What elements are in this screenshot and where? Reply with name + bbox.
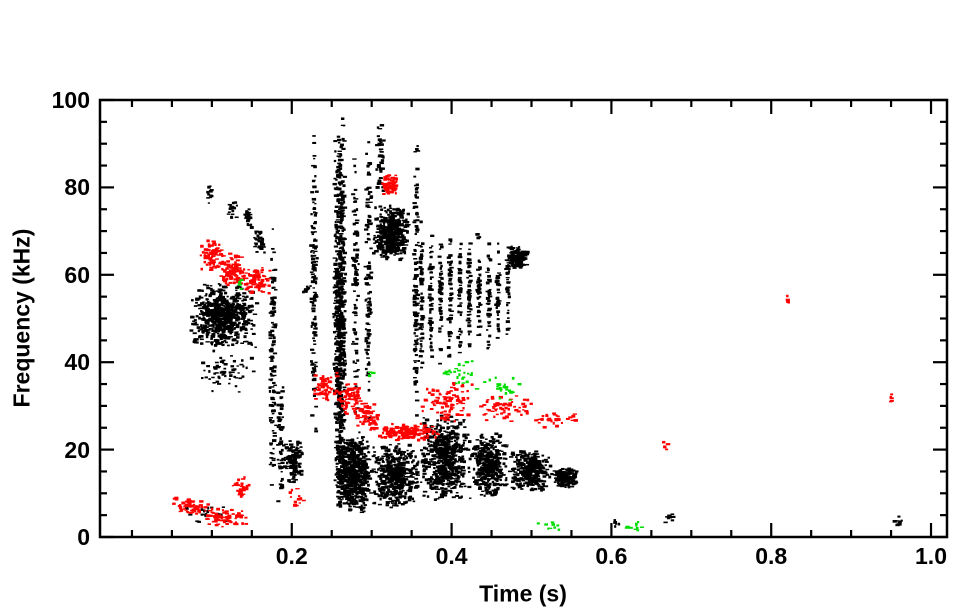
x-tick-label-0.2: 0.2	[275, 543, 308, 569]
x-tick-label-0.4: 0.4	[435, 543, 468, 569]
y-tick-label-40: 40	[64, 349, 90, 376]
x-axis-title: Time (s)	[479, 580, 567, 607]
y-tick-label-100: 100	[51, 87, 90, 113]
y-tick-label-20: 20	[64, 436, 90, 463]
y-axis-title: Frequency (kHz)	[8, 228, 35, 408]
x-tick-label-0.6: 0.6	[595, 543, 628, 569]
x-tick-label-1.0: 1.0	[915, 543, 947, 569]
y-tick-label-80: 80	[64, 174, 90, 201]
y-tick-label-60: 60	[64, 261, 90, 288]
x-tick-label-0.8: 0.8	[755, 543, 788, 569]
y-tick-label-0: 0	[77, 524, 90, 550]
